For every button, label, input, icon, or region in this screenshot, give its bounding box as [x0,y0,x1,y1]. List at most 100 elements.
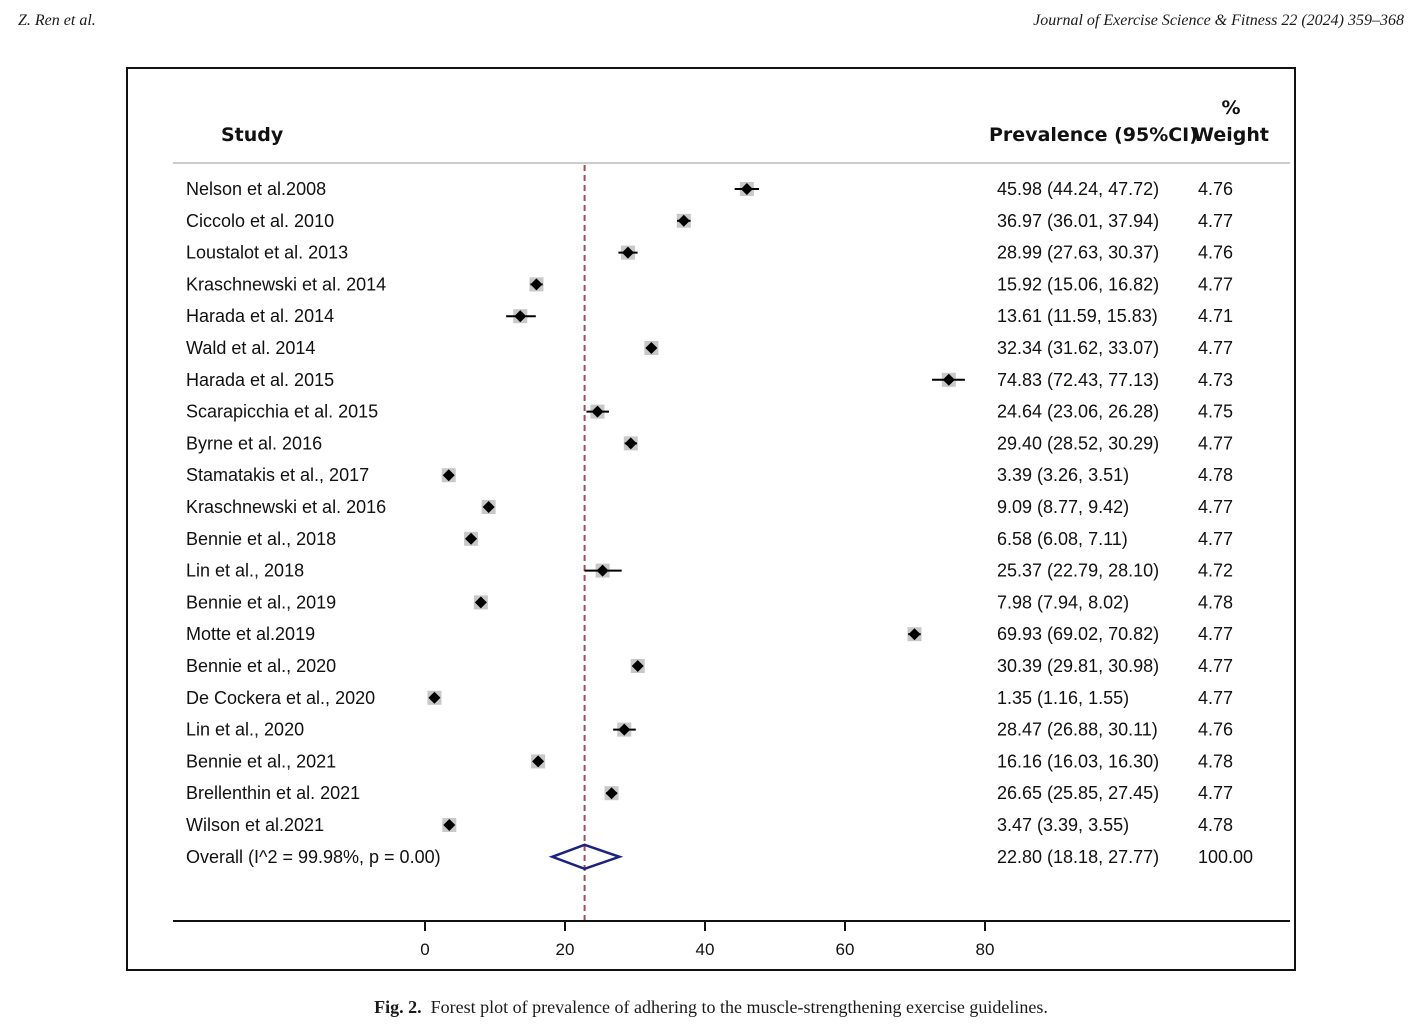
study-label: Motte et al.2019 [186,624,315,644]
point-estimate-marker [942,373,955,386]
study-label: Byrne et al. 2016 [186,433,322,453]
study-label: Harada et al. 2014 [186,306,334,326]
study-ci-text: 69.93 (69.02, 70.82) [997,624,1159,644]
study-weight: 4.76 [1198,179,1233,199]
figure-frame: Study Prevalence (95%CI)% Weight Nelson et … [126,67,1296,971]
running-header-authors: Z. Ren et al. [18,12,96,29]
overall-weight: 100.00 [1198,847,1253,867]
study-ci-text: 24.64 (23.06, 26.28) [997,402,1159,422]
study-label: Ciccolo et al. 2010 [186,211,334,231]
overall-diamond [548,843,624,871]
study-weight: 4.77 [1198,624,1233,644]
study-ci-text: 30.39 (29.81, 30.98) [997,656,1159,676]
overall-label: Overall (I^2 = 99.98%, p = 0.00) [186,847,441,867]
study-label: Scarapicchia et al. 2015 [186,402,378,422]
x-axis-tick-label: 60 [836,940,855,959]
study-label: Bennie et al., 2021 [186,751,336,771]
study-label: Wald et al. 2014 [186,338,315,358]
study-ci-text: 1.35 (1.16, 1.55) [997,688,1129,708]
study-ci-text: 25.37 (22.79, 28.10) [997,561,1159,581]
study-weight: 4.78 [1198,751,1233,771]
point-estimate-marker [591,405,604,418]
study-weight: 4.77 [1198,338,1233,358]
study-label: Kraschnewski et al. 2014 [186,274,386,294]
study-label: Lin et al., 2020 [186,720,304,740]
point-estimate-marker [621,246,634,259]
study-ci-text: 6.58 (6.08, 7.11) [997,529,1128,549]
point-estimate-marker [530,278,543,291]
study-weight: 4.72 [1198,561,1233,581]
x-axis-tick-label: 0 [420,940,429,959]
study-label: Brellenthin et al. 2021 [186,783,360,803]
study-weight: 4.78 [1198,592,1233,612]
study-weight: 4.77 [1198,688,1233,708]
point-estimate-marker [514,310,527,323]
point-estimate-marker [740,183,753,195]
study-ci-text: 9.09 (8.77, 9.42) [997,497,1129,517]
study-weight: 4.78 [1198,815,1233,835]
study-weight: 4.77 [1198,433,1233,453]
study-ci-text: 28.99 (27.63, 30.37) [997,243,1159,263]
column-header-prevalence: Prevalence (95%CI) [989,124,1198,146]
study-ci-text: 29.40 (28.52, 30.29) [997,433,1159,453]
x-axis-tick-label: 40 [696,940,715,959]
study-weight: 4.73 [1198,370,1233,390]
study-label: Bennie et al., 2018 [186,529,336,549]
point-estimate-marker [532,755,545,768]
x-axis-tick-label: 20 [556,940,575,959]
study-ci-text: 36.97 (36.01, 37.94) [997,211,1159,231]
point-estimate-marker [631,660,644,672]
overall-ci-text: 22.80 (18.18, 27.77) [997,847,1159,867]
point-estimate-marker [428,691,441,704]
point-estimate-marker [474,596,487,609]
study-label: De Cockera et al., 2020 [186,688,375,708]
point-estimate-marker [482,501,495,513]
point-estimate-marker [645,342,658,354]
column-header-study: Study [221,124,284,146]
point-estimate-marker [618,723,631,736]
study-label: Loustalot et al. 2013 [186,243,348,263]
study-ci-text: 3.39 (3.26, 3.51) [997,465,1129,485]
study-ci-text: 26.65 (25.85, 27.45) [997,783,1159,803]
study-weight: 4.77 [1198,497,1233,517]
point-estimate-marker [908,628,921,641]
study-ci-text: 15.92 (15.06, 16.82) [997,274,1159,294]
study-ci-text: 16.16 (16.03, 16.30) [997,751,1159,771]
study-label: Wilson et al.2021 [186,815,324,835]
study-ci-text: 3.47 (3.39, 3.55) [997,815,1129,835]
point-estimate-marker [596,564,609,577]
point-estimate-marker [465,532,478,545]
study-ci-text: 32.34 (31.62, 33.07) [997,338,1159,358]
point-estimate-marker [624,437,637,450]
study-weight: 4.77 [1198,274,1233,294]
study-weight: 4.78 [1198,465,1233,485]
study-weight: 4.76 [1198,720,1233,740]
study-weight: 4.76 [1198,243,1233,263]
study-ci-text: 7.98 (7.94, 8.02) [997,592,1129,612]
caption-label: Fig. 2. [374,997,422,1017]
point-estimate-marker [677,214,690,227]
caption-text: Forest plot of prevalence of adhering to… [430,997,1048,1017]
column-header-weight-percent: % [1221,97,1240,119]
study-weight: 4.77 [1198,783,1233,803]
study-ci-text: 74.83 (72.43, 77.13) [997,370,1159,390]
study-weight: 4.71 [1198,306,1233,326]
figure-caption: Fig. 2. Forest plot of prevalence of adh… [0,997,1422,1018]
study-ci-text: 45.98 (44.24, 47.72) [997,179,1159,199]
study-ci-text: 28.47 (26.88, 30.11) [997,720,1158,740]
study-label: Lin et al., 2018 [186,561,304,581]
study-ci-text: 13.61 (11.59, 15.83) [997,306,1158,326]
study-label: Nelson et al.2008 [186,179,326,199]
study-weight: 4.77 [1198,211,1233,231]
x-axis-tick-label: 80 [976,940,995,959]
point-estimate-marker [442,469,455,482]
point-estimate-marker [605,787,618,800]
study-weight: 4.75 [1198,402,1233,422]
study-label: Bennie et al., 2019 [186,592,336,612]
study-label: Stamatakis et al., 2017 [186,465,369,485]
forest-plot: Study Prevalence (95%CI)% Weight Nelson et … [173,97,1290,959]
column-header-weight: Weight [1193,124,1269,146]
running-header-journal: Journal of Exercise Science & Fitness 22… [1033,12,1404,29]
study-label: Kraschnewski et al. 2016 [186,497,386,517]
study-weight: 4.77 [1198,529,1233,549]
